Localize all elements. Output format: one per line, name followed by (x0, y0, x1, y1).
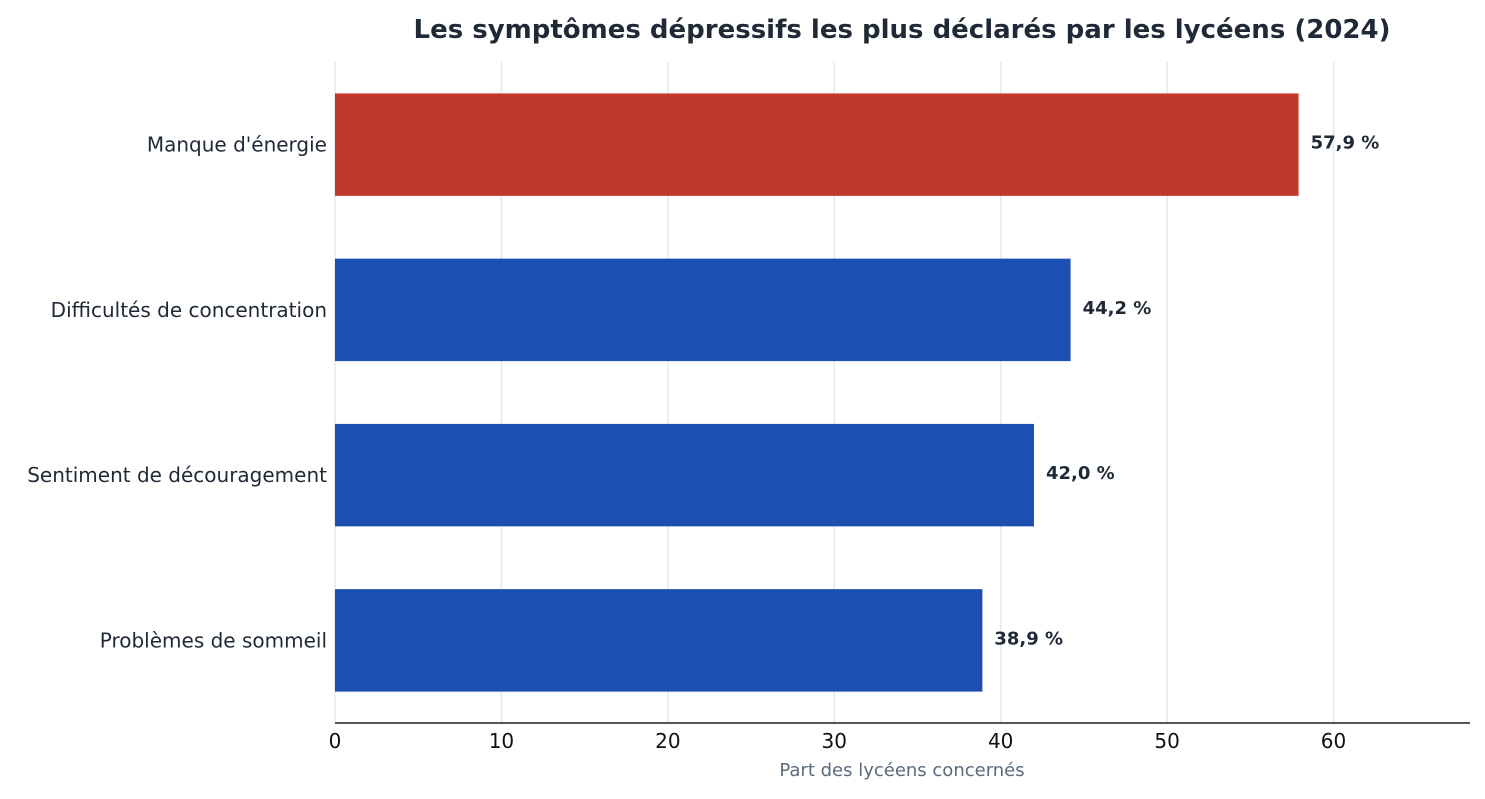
bar (335, 589, 983, 692)
x-tick-label: 10 (489, 729, 514, 753)
bars (335, 93, 1299, 692)
value-label: 57,9 % (1311, 133, 1380, 154)
x-tick-label: 20 (655, 729, 680, 753)
bar (335, 423, 1034, 527)
category-label: Sentiment de découragement (27, 463, 327, 487)
x-axis-title: Part des lycéens concernés (779, 760, 1024, 781)
bar (335, 93, 1299, 196)
x-tick-label: 0 (329, 729, 342, 753)
x-tick-labels: 0 10 20 30 40 50 60 (329, 729, 1347, 753)
category-label: Difficultés de concentration (51, 298, 327, 322)
category-labels: Manque d'énergie Difficultés de concentra… (27, 133, 327, 653)
bar (335, 258, 1071, 362)
x-tick-label: 60 (1321, 729, 1346, 753)
x-tick-label: 30 (822, 729, 847, 753)
value-label: 44,2 % (1083, 298, 1152, 319)
x-tick-label: 40 (988, 729, 1013, 753)
value-label: 38,9 % (994, 628, 1063, 649)
x-tick-label: 50 (1154, 729, 1179, 753)
category-label: Manque d'énergie (147, 133, 327, 157)
category-label: Problèmes de sommeil (100, 628, 327, 652)
value-label: 42,0 % (1046, 463, 1115, 484)
value-labels: 57,9 % 44,2 % 42,0 % 38,9 % (994, 133, 1379, 650)
chart-title: Les symptômes dépressifs les plus déclar… (414, 15, 1391, 45)
